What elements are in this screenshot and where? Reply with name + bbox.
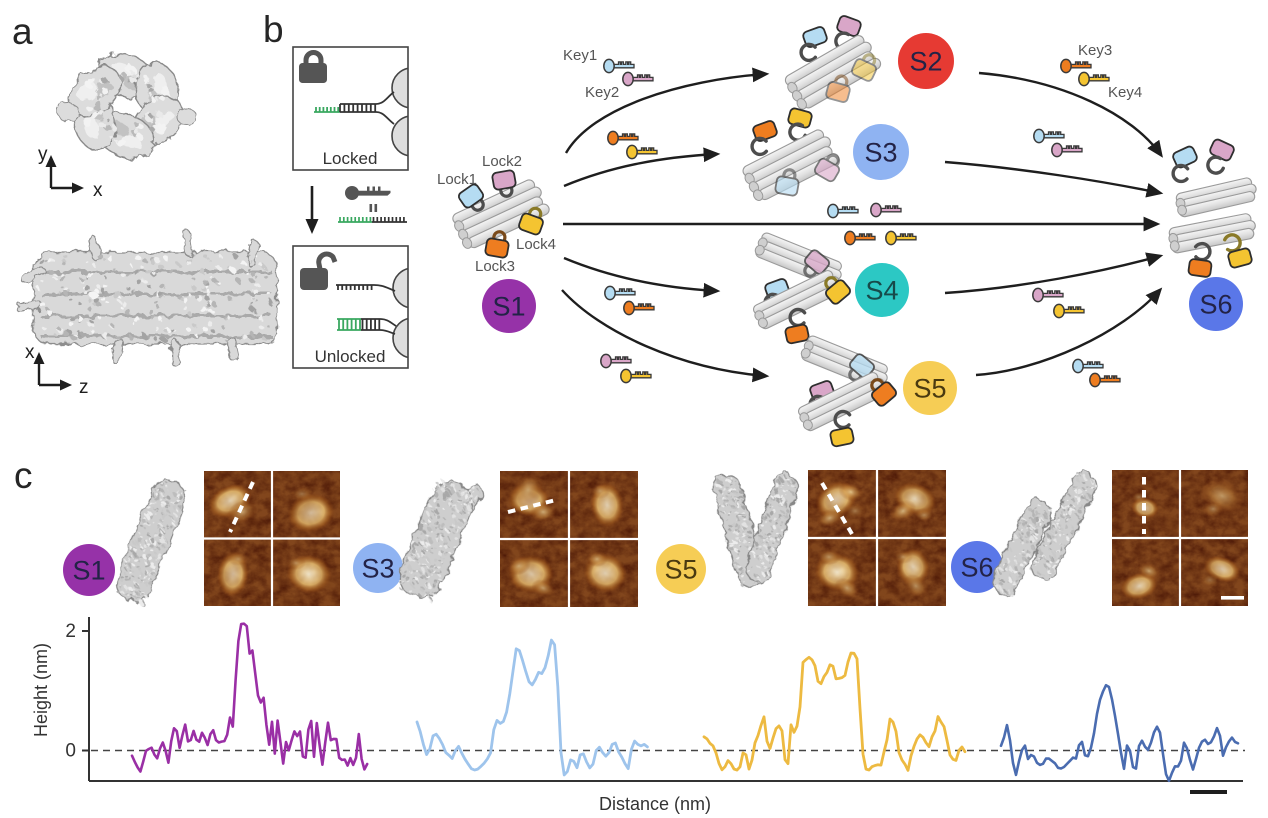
svg-text:Locked: Locked bbox=[323, 149, 378, 168]
svg-text:Height (nm): Height (nm) bbox=[31, 643, 51, 737]
svg-text:y: y bbox=[38, 144, 48, 165]
svg-text:S3: S3 bbox=[361, 554, 394, 584]
svg-text:S2: S2 bbox=[909, 47, 942, 77]
svg-text:S3: S3 bbox=[864, 138, 897, 168]
svg-text:a: a bbox=[12, 11, 33, 52]
svg-text:S5: S5 bbox=[664, 555, 697, 585]
svg-text:Lock1: Lock1 bbox=[437, 171, 477, 188]
svg-text:Key3: Key3 bbox=[1078, 42, 1112, 59]
svg-text:Key2: Key2 bbox=[585, 84, 619, 101]
svg-text:S6: S6 bbox=[1199, 290, 1232, 320]
svg-text:z: z bbox=[79, 377, 89, 398]
svg-text:Distance (nm): Distance (nm) bbox=[599, 794, 711, 814]
svg-text:b: b bbox=[263, 9, 284, 50]
svg-text:S5: S5 bbox=[913, 374, 946, 404]
svg-text:Lock2: Lock2 bbox=[482, 153, 522, 170]
svg-text:Key4: Key4 bbox=[1108, 84, 1142, 101]
svg-text:S1: S1 bbox=[492, 292, 525, 322]
svg-text:x: x bbox=[93, 180, 103, 201]
svg-text:Lock3: Lock3 bbox=[475, 258, 515, 275]
svg-text:S4: S4 bbox=[865, 276, 898, 306]
svg-text:Key1: Key1 bbox=[563, 47, 597, 64]
svg-text:S6: S6 bbox=[960, 553, 993, 583]
svg-text:S1: S1 bbox=[72, 556, 105, 586]
svg-text:Unlocked: Unlocked bbox=[315, 347, 386, 366]
svg-text:c: c bbox=[14, 455, 33, 496]
svg-text:x: x bbox=[25, 342, 35, 363]
svg-text:0: 0 bbox=[65, 741, 76, 762]
svg-text:2: 2 bbox=[65, 621, 76, 642]
svg-text:Lock4: Lock4 bbox=[516, 236, 556, 253]
